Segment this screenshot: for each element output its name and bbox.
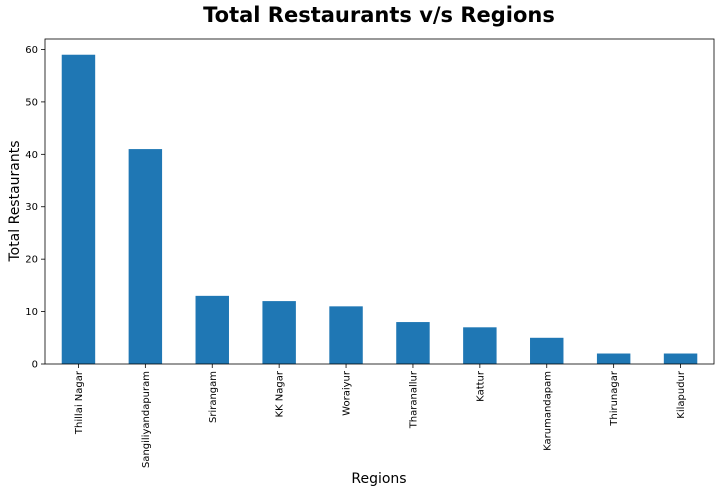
- bar-tharanallur: [396, 322, 430, 364]
- plot-frame: [44, 38, 715, 365]
- bar-thirunagar: [596, 353, 631, 364]
- x-tick-label: Kattur: [475, 370, 486, 402]
- x-tick-label: Thillai Nagar: [74, 370, 85, 435]
- bar-kilapudur: [663, 353, 698, 364]
- y-tick-label: 40: [25, 150, 38, 161]
- bar-sangiliyandapuram: [128, 149, 163, 364]
- y-axis-label: Total Restaurants: [7, 140, 23, 262]
- x-tick-label: KK Nagar: [275, 370, 286, 417]
- chart-title: Total Restaurants v/s Regions: [203, 3, 555, 27]
- x-tick-label: Kilapudur: [676, 370, 687, 419]
- y-tick-label: 10: [25, 307, 38, 318]
- bar-woraiyur: [329, 306, 363, 364]
- bar-thillai-nagar: [61, 54, 96, 364]
- x-tick-label: Karumandapam: [542, 371, 553, 451]
- y-tick-label: 30: [25, 202, 38, 213]
- bar-kattur: [463, 327, 497, 364]
- x-tick-label: Woraiyur: [342, 370, 353, 416]
- x-tick-label: Thirunagar: [609, 370, 620, 427]
- x-tick-label: Tharanallur: [408, 370, 419, 429]
- y-tick-label: 50: [25, 97, 38, 108]
- bar-srirangam: [195, 295, 229, 364]
- ticks-layer: Thillai Nagar Sangiliyandapuram Srirangam K…: [25, 45, 687, 468]
- y-tick-label: 20: [25, 255, 38, 266]
- bar-kk-nagar: [262, 301, 296, 364]
- x-tick-label: Sangiliyandapuram: [141, 371, 152, 468]
- bar-karumandapam: [530, 337, 564, 364]
- bars-layer: [61, 54, 698, 364]
- y-tick-label: 0: [32, 360, 38, 371]
- y-tick-label: 60: [25, 45, 38, 56]
- x-tick-label: Srirangam: [208, 371, 219, 423]
- x-axis-label: Regions: [351, 471, 406, 487]
